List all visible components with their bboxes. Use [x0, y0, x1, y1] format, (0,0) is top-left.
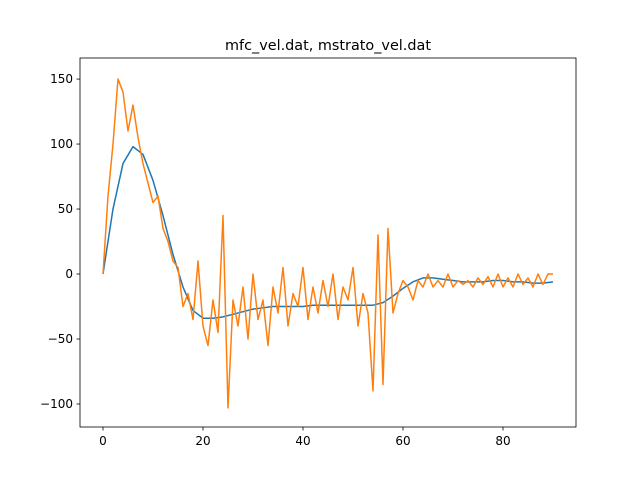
y-tick-label: 100	[50, 137, 73, 151]
y-tick-label: −100	[40, 397, 73, 411]
x-tick-label: 60	[395, 434, 410, 448]
chart-title: mfc_vel.dat, mstrato_vel.dat	[225, 38, 431, 54]
x-tick-label: 0	[99, 434, 107, 448]
plot-frame	[79, 57, 577, 428]
y-tick-label: 150	[50, 72, 73, 86]
y-tick-label: 50	[58, 202, 73, 216]
y-tick-label: −50	[48, 332, 73, 346]
y-tick-label: 0	[65, 267, 73, 281]
line-series	[102, 78, 553, 409]
x-tick-label: 80	[495, 434, 510, 448]
x-tick-label: 40	[295, 434, 310, 448]
x-tick-label: 20	[195, 434, 210, 448]
